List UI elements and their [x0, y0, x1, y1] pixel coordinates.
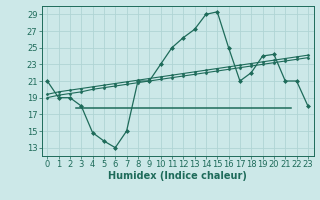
X-axis label: Humidex (Indice chaleur): Humidex (Indice chaleur) — [108, 171, 247, 181]
